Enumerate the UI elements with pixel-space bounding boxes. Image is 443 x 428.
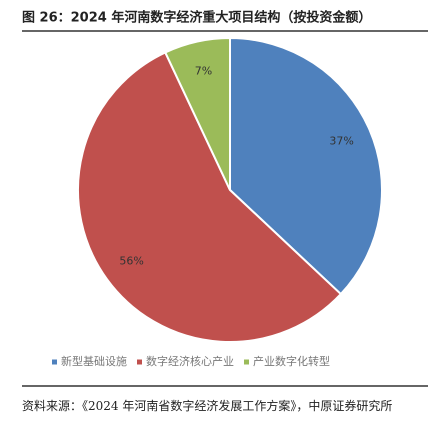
legend-swatch: [244, 359, 249, 365]
pie-slice: [163, 36, 231, 191]
data-label: 37%: [329, 135, 353, 148]
legend-label: 产业数字化转型: [253, 354, 330, 368]
pie-slice: [229, 36, 383, 296]
legend-swatch: [137, 359, 142, 365]
source-note: 资料来源：《2024 年河南省数字经济发展工作方案》，中原证券研究所: [22, 399, 393, 413]
chart-title: 图 26：2024 年河南数字经济重大项目结构（按投资金额）: [22, 10, 371, 26]
legend-label: 新型基础设施: [61, 354, 127, 368]
data-label: 7%: [195, 64, 212, 77]
data-label: 56%: [119, 254, 143, 267]
chart: 图 26：2024 年河南数字经济重大项目结构（按投资金额） 37% 56% 7% 新…: [22, 10, 428, 387]
legend-swatch: [52, 359, 57, 365]
pie-slice: [76, 51, 343, 343]
legend-label: 数字经济核心产业: [146, 354, 234, 368]
